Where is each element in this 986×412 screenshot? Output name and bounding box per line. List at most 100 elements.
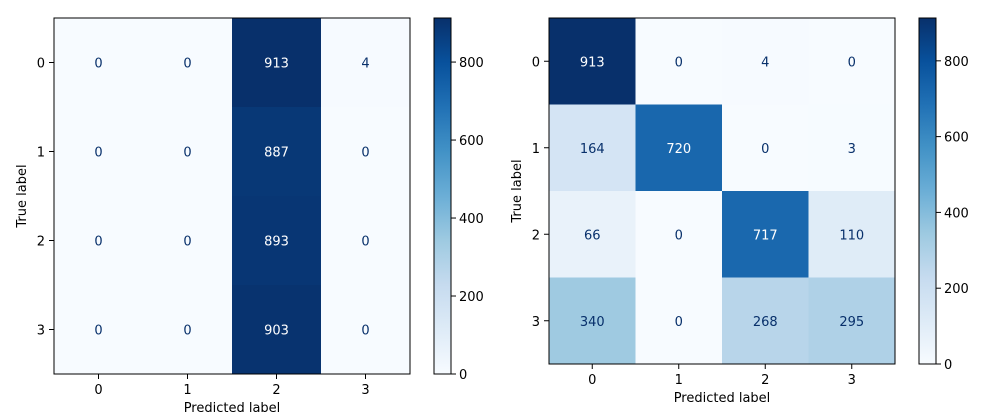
cell-value-label: 0 (183, 57, 191, 72)
y-tick-label: 3 (37, 324, 45, 339)
cell-value-label: 0 (675, 228, 683, 243)
heatmap-cell (321, 18, 411, 108)
cell-value-label: 268 (753, 315, 778, 330)
cell-value-label: 295 (839, 315, 864, 330)
colorbar-tick-label: 400 (944, 206, 969, 221)
cell-value-label: 4 (761, 55, 769, 70)
heatmap-cell (321, 196, 411, 286)
x-tick-label: 1 (675, 373, 683, 388)
cell-value-label: 0 (761, 142, 769, 157)
heatmap-cell (143, 107, 233, 197)
heatmap-cell (232, 18, 322, 108)
y-tick-label: 1 (532, 142, 540, 157)
heatmap-cell (722, 191, 809, 278)
x-tick-label: 0 (94, 383, 102, 398)
cell-value-label: 893 (264, 235, 289, 250)
heatmap-cell (635, 18, 723, 105)
heatmap-cell (635, 277, 723, 365)
x-tick-label: 1 (183, 383, 191, 398)
x-tick-label: 3 (361, 383, 369, 398)
cell-value-label: 0 (361, 235, 369, 250)
cell-value-label: 340 (580, 315, 605, 330)
heatmap-cell (808, 104, 896, 192)
x-tick-label: 2 (761, 373, 769, 388)
y-tick-label: 1 (37, 146, 45, 161)
y-axis-label: True label (510, 159, 525, 223)
heatmap-cell (722, 277, 809, 365)
x-axis-label: Predicted label (674, 391, 771, 406)
cell-value-label: 0 (94, 324, 102, 339)
colorbar-tick-label: 800 (944, 55, 969, 70)
y-tick-label: 0 (532, 55, 540, 70)
heatmap-cell (549, 191, 636, 278)
cell-value-label: 0 (183, 324, 191, 339)
confusion-matrix-left: 0 0 913 40 0 887 00 0 893 00 0 903 00 1 2 30123Predicte… (15, 17, 484, 412)
cell-value-label: 0 (94, 57, 102, 72)
colorbar-tick-label: 600 (944, 131, 969, 146)
colorbar-tick-label: 200 (944, 282, 969, 297)
plot-frame (53, 17, 411, 375)
colorbar (434, 18, 451, 374)
cell-value-label: 66 (584, 228, 601, 243)
heatmap-cell (143, 196, 233, 286)
y-axis-label: True label (15, 164, 30, 228)
cell-value-label: 3 (848, 142, 856, 157)
heatmap-cell (143, 285, 233, 375)
heatmap-cell (321, 285, 411, 375)
cell-value-label: 0 (361, 146, 369, 161)
cell-value-label: 0 (183, 146, 191, 161)
x-axis-label: Predicted label (184, 401, 281, 412)
heatmap-cell (54, 18, 144, 108)
x-tick-label: 2 (272, 383, 280, 398)
cell-value-label: 110 (839, 228, 864, 243)
heatmap-cell (232, 285, 322, 375)
heatmap-cell (808, 18, 896, 105)
y-tick-label: 2 (532, 228, 540, 243)
heatmap-cell (143, 18, 233, 108)
colorbar-tick-label: 400 (459, 212, 484, 227)
colorbar (919, 18, 936, 364)
cell-value-label: 913 (264, 57, 289, 72)
colorbar-tick-label: 800 (459, 56, 484, 71)
cell-value-label: 0 (94, 146, 102, 161)
cell-value-label: 0 (675, 55, 683, 70)
heatmap-cell (549, 18, 636, 105)
colorbar-tick-label: 0 (459, 368, 467, 383)
cell-value-label: 0 (675, 315, 683, 330)
cell-value-label: 717 (753, 228, 778, 243)
cell-value-label: 164 (580, 142, 605, 157)
heatmap-cell (722, 104, 809, 192)
colorbar-frame (918, 17, 937, 365)
colorbar-tick-label: 200 (459, 290, 484, 305)
cell-value-label: 720 (666, 142, 691, 157)
heatmap-cell (54, 285, 144, 375)
heatmap-cell (722, 18, 809, 105)
heatmap-cell (54, 196, 144, 286)
y-tick-label: 2 (37, 235, 45, 250)
heatmap-cell (232, 196, 322, 286)
heatmap-cell (808, 191, 896, 278)
y-tick-label: 0 (37, 57, 45, 72)
colorbar-tick-label: 0 (944, 358, 952, 373)
y-tick-label: 3 (532, 315, 540, 330)
cell-value-label: 0 (848, 55, 856, 70)
x-tick-label: 0 (588, 373, 596, 388)
heatmap-cell (549, 104, 636, 192)
heatmap-cell (808, 277, 896, 365)
x-tick-label: 3 (848, 373, 856, 388)
cell-value-label: 887 (264, 146, 289, 161)
heatmap-cell (54, 107, 144, 197)
heatmap-cell (549, 277, 636, 365)
heatmap-cell (321, 107, 411, 197)
cell-value-label: 913 (580, 55, 605, 70)
colorbar-frame (433, 17, 452, 375)
heatmap-cell (635, 104, 723, 192)
plot-frame (548, 17, 896, 365)
heatmap-cell (232, 107, 322, 197)
colorbar-tick-label: 600 (459, 134, 484, 149)
cell-value-label: 4 (361, 57, 369, 72)
cell-value-label: 0 (183, 235, 191, 250)
cell-value-label: 0 (361, 324, 369, 339)
